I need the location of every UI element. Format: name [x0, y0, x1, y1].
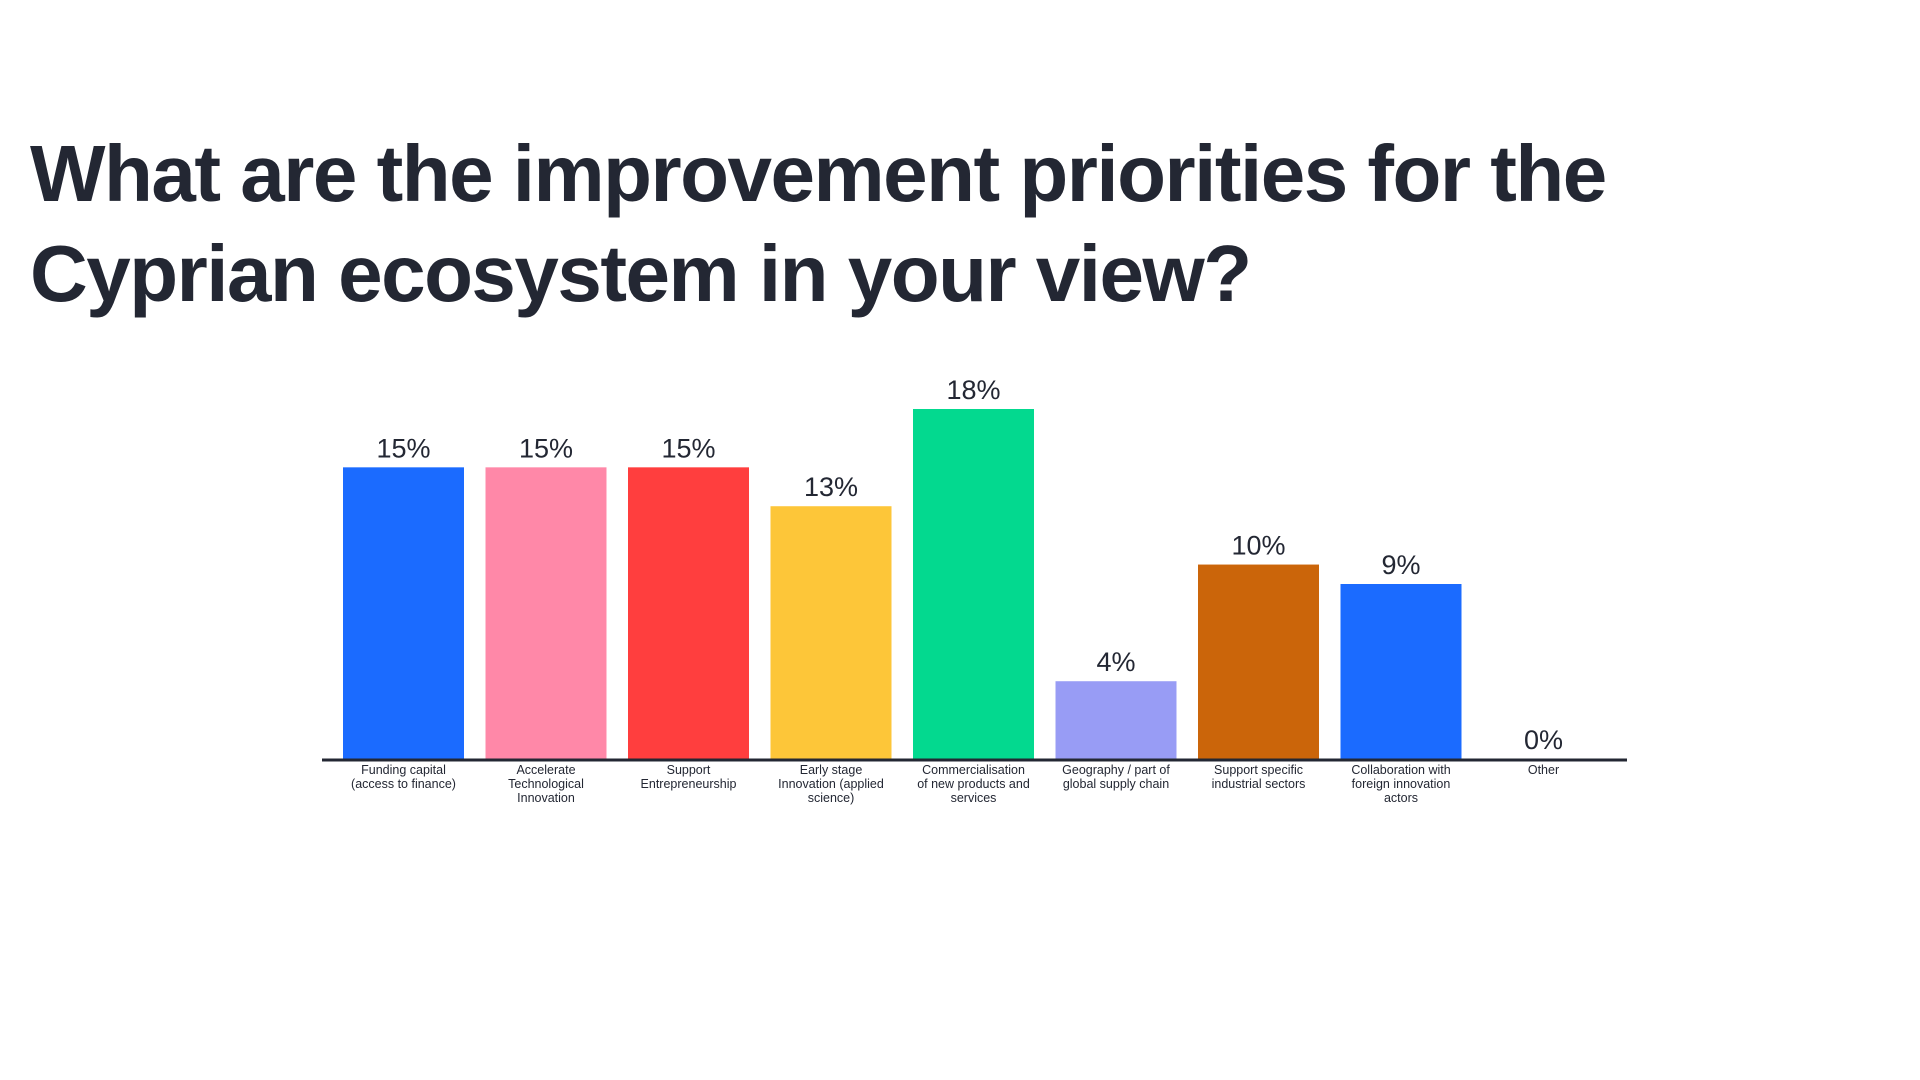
- bar-value-label: 0%: [1524, 725, 1563, 755]
- category-tick-label: Innovation: [517, 791, 575, 805]
- bar: [1055, 681, 1177, 759]
- bar-value-label: 4%: [1096, 647, 1135, 677]
- question-title-line-2: Cyprian ecosystem in your view?: [30, 229, 1252, 318]
- category-tick-label: Support: [667, 763, 711, 777]
- bar-value-label: 9%: [1381, 550, 1420, 580]
- category-tick-label: actors: [1384, 791, 1418, 805]
- bar: [628, 467, 749, 759]
- category-tick-label: Collaboration with: [1351, 763, 1450, 777]
- bar: [913, 409, 1034, 759]
- category-tick-label: services: [951, 791, 997, 805]
- bar: [343, 467, 464, 759]
- category-tick-label: foreign innovation: [1352, 777, 1451, 791]
- bar: [485, 467, 607, 759]
- category-tick-label: Funding capital: [361, 763, 446, 777]
- category-tick-label: Support specific: [1214, 763, 1303, 777]
- category-tick-label: science): [808, 791, 855, 805]
- bar: [770, 506, 892, 759]
- bar-value-label: 15%: [519, 433, 573, 463]
- category-tick-label: Early stage: [800, 763, 863, 777]
- question-title: What are the improvement priorities for …: [30, 124, 1650, 324]
- bar-value-label: 13%: [804, 472, 858, 502]
- bar-value-label: 10%: [1231, 531, 1285, 561]
- bar: [1340, 584, 1462, 759]
- category-tick-label: global supply chain: [1063, 777, 1169, 791]
- bar: [1198, 564, 1319, 759]
- category-tick-label: (access to finance): [351, 777, 456, 791]
- category-tick-label: Innovation (applied: [778, 777, 884, 791]
- bar-value-label: 15%: [376, 433, 430, 463]
- category-tick-label: Entrepreneurship: [641, 777, 737, 791]
- category-tick-label: industrial sectors: [1212, 777, 1306, 791]
- bar-value-label: 15%: [661, 433, 715, 463]
- category-tick-label: Technological: [508, 777, 584, 791]
- category-tick-label: Accelerate: [516, 763, 575, 777]
- question-title-line-1: What are the improvement priorities for …: [30, 129, 1607, 218]
- category-tick-label: of new products and: [917, 777, 1030, 791]
- category-tick-label: Geography / part of: [1062, 763, 1170, 777]
- bar-value-label: 18%: [946, 375, 1000, 405]
- category-tick-label: Other: [1528, 763, 1559, 777]
- category-tick-label: Commercialisation: [922, 763, 1025, 777]
